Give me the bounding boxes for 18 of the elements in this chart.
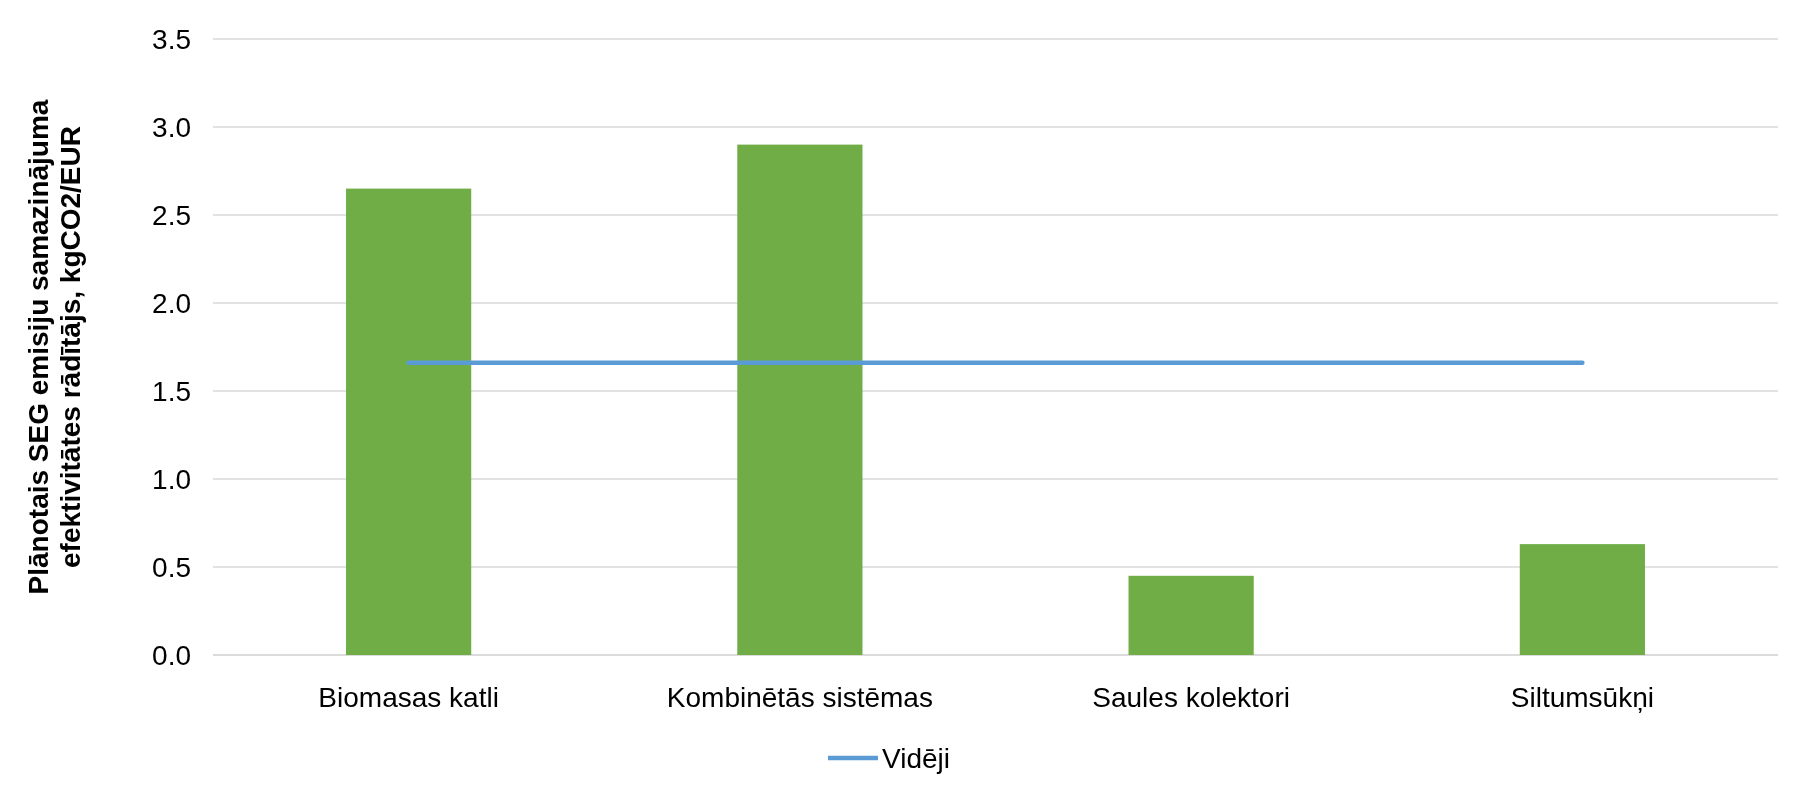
bar	[1519, 544, 1645, 655]
y-tick-label: 1.5	[152, 375, 191, 407]
y-tick-label: 2.5	[152, 199, 191, 231]
y-tick-label: 0.0	[152, 639, 191, 671]
y-tick-label: 2.0	[152, 287, 191, 319]
x-tick-label: Kombinētās sistēmas	[666, 682, 933, 713]
y-axis-title: Plānotais SEG emisiju samazinājuma efektivitātes rādītājs, kgCO2/EUR	[23, 99, 86, 595]
bar	[1128, 575, 1254, 655]
y-tick-label: 0.5	[152, 551, 191, 583]
bar	[737, 144, 863, 655]
x-tick-label: Saules kolektori	[1092, 682, 1290, 713]
x-tick-label: Siltumsūkņi	[1510, 682, 1654, 713]
legend-label: Vidēji	[882, 742, 950, 774]
bar	[346, 188, 472, 655]
y-tick-label: 3.0	[152, 111, 191, 143]
x-tick-label: Biomasas katli	[318, 682, 499, 713]
y-tick-label: 3.5	[152, 23, 191, 55]
y-tick-label: 1.0	[152, 463, 191, 495]
